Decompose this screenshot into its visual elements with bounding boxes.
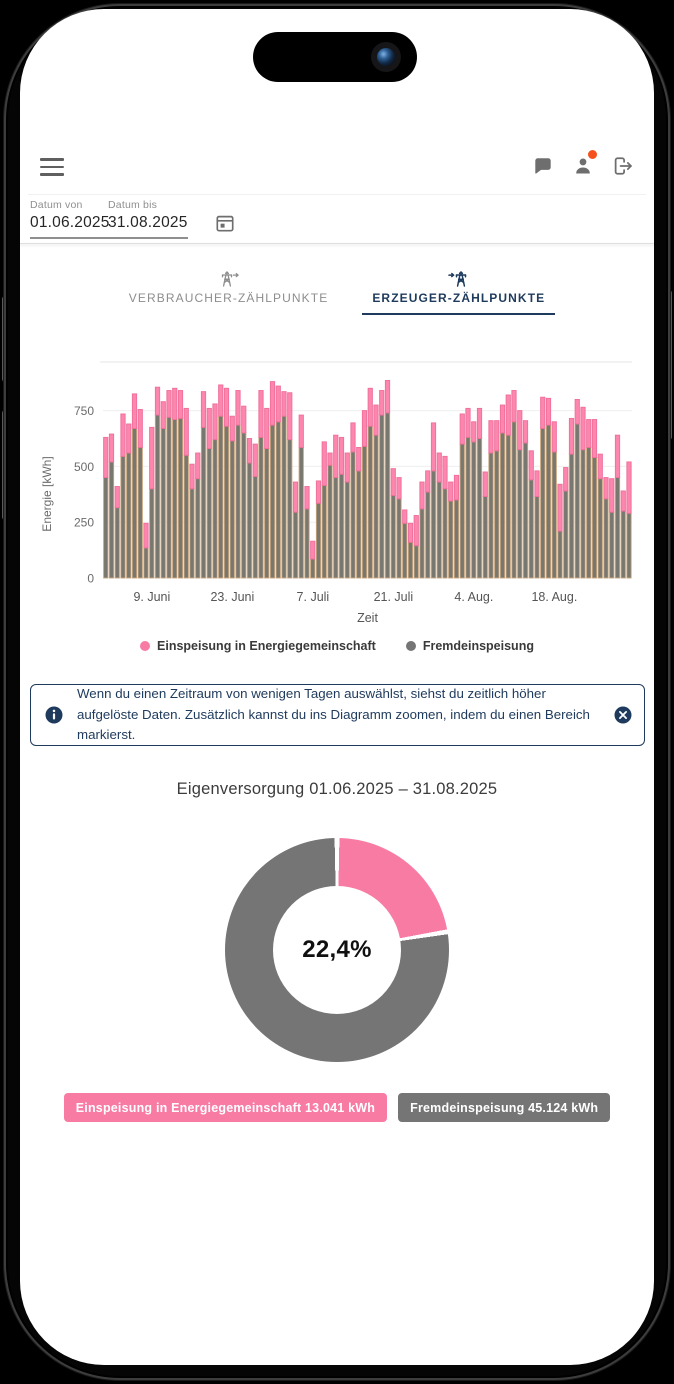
date-to-label: Datum bis xyxy=(108,199,158,211)
chart-legend: Einspeisung in Energiegemeinschaft Fremd… xyxy=(20,639,654,653)
date-from-label: Datum von xyxy=(30,199,83,211)
svg-text:Energie [kWh]: Energie [kWh] xyxy=(40,456,54,531)
date-to-value[interactable]: 31.08.2025 xyxy=(108,214,188,231)
phone-screen: Datum von 01.06.2025 Datum bis 31.08.202… xyxy=(20,9,654,1365)
tab-erzeuger-zaehlpunkte[interactable]: ERZEUGER-ZÄHLPUNKTE xyxy=(362,265,556,315)
tab-label: VERBRAUCHER-ZÄHLPUNKTE xyxy=(128,291,329,305)
dynamic-island xyxy=(253,32,417,82)
date-filter: Datum von 01.06.2025 Datum bis 31.08.202… xyxy=(30,199,644,239)
bar-chart-svg: 0 250 500 750 Energie [kWh] 9. Juni 23. Juni 7.… xyxy=(40,380,632,625)
date-to-field[interactable]: Datum bis 31.08.2025 xyxy=(108,199,188,232)
donut-chart: 22,4% xyxy=(225,838,449,1062)
donut-hole: 22,4% xyxy=(273,886,401,1014)
pylon-arrow-in-icon xyxy=(448,271,467,287)
header-divider xyxy=(28,194,646,195)
calendar-icon[interactable] xyxy=(214,212,236,234)
legend-item-einspeisung[interactable]: Einspeisung in Energiegemeinschaft xyxy=(140,639,376,653)
info-icon xyxy=(45,706,63,724)
app-header xyxy=(40,150,634,183)
svg-text:7. Juli: 7. Juli xyxy=(297,590,330,604)
tab-bar: VERBRAUCHER-ZÄHLPUNKTE ERZEUGER-ZÄHLPUNK… xyxy=(20,265,654,315)
svg-text:9. Juni: 9. Juni xyxy=(133,590,170,604)
date-field-underline xyxy=(30,237,188,239)
donut-center-value: 22,4% xyxy=(302,936,372,963)
svg-text:Zeit: Zeit xyxy=(357,611,378,625)
svg-text:18. Aug.: 18. Aug. xyxy=(531,590,577,604)
info-text: Wenn du einen Zeitraum von wenigen Tagen… xyxy=(77,686,590,743)
logout-icon[interactable] xyxy=(612,155,634,177)
legend-label: Einspeisung in Energiegemeinschaft xyxy=(157,639,376,653)
chart-divider xyxy=(100,361,632,363)
bar-chart[interactable]: 0 250 500 750 Energie [kWh] 9. Juni 23. Juni 7.… xyxy=(20,359,654,631)
date-from-field[interactable]: Datum von 01.06.2025 xyxy=(30,199,110,232)
close-icon[interactable] xyxy=(614,706,632,724)
hamburger-menu-icon[interactable] xyxy=(40,158,64,176)
svg-text:21. Juli: 21. Juli xyxy=(374,590,414,604)
legend-dot-pink xyxy=(140,641,151,651)
tab-verbraucher-zaehlpunkte[interactable]: VERBRAUCHER-ZÄHLPUNKTE xyxy=(125,265,333,315)
account-icon[interactable] xyxy=(572,150,597,177)
tab-label: ERZEUGER-ZÄHLPUNKTE xyxy=(372,291,546,305)
front-camera xyxy=(371,42,401,72)
svg-text:500: 500 xyxy=(74,460,94,474)
badge-einspeisung[interactable]: Einspeisung in Energiegemeinschaft 13.04… xyxy=(63,1093,388,1122)
legend-item-fremdeinspeisung[interactable]: Fremdeinspeisung xyxy=(405,639,534,653)
svg-text:250: 250 xyxy=(74,516,94,530)
legend-dot-gray xyxy=(405,641,416,651)
chat-icon[interactable] xyxy=(532,155,554,177)
svg-text:23. Juni: 23. Juni xyxy=(210,590,254,604)
info-banner: Wenn du einen Zeitraum von wenigen Tagen… xyxy=(30,684,645,746)
badge-fremdeinspeisung[interactable]: Fremdeinspeisung 45.124 kWh xyxy=(398,1093,611,1122)
pie-legend: Einspeisung in Energiegemeinschaft 13.04… xyxy=(20,1093,654,1122)
svg-text:4. Aug.: 4. Aug. xyxy=(454,590,493,604)
active-tab-underline xyxy=(362,313,556,315)
svg-text:750: 750 xyxy=(74,404,94,418)
svg-text:0: 0 xyxy=(87,572,94,586)
pylon-arrow-out-icon xyxy=(221,271,239,287)
date-from-value[interactable]: 01.06.2025 xyxy=(30,214,110,231)
section-divider xyxy=(20,243,654,244)
notification-dot xyxy=(588,150,597,159)
legend-label: Fremdeinspeisung xyxy=(422,639,534,653)
pie-chart-title: Eigenversorgung 01.06.2025 – 31.08.2025 xyxy=(176,780,498,798)
